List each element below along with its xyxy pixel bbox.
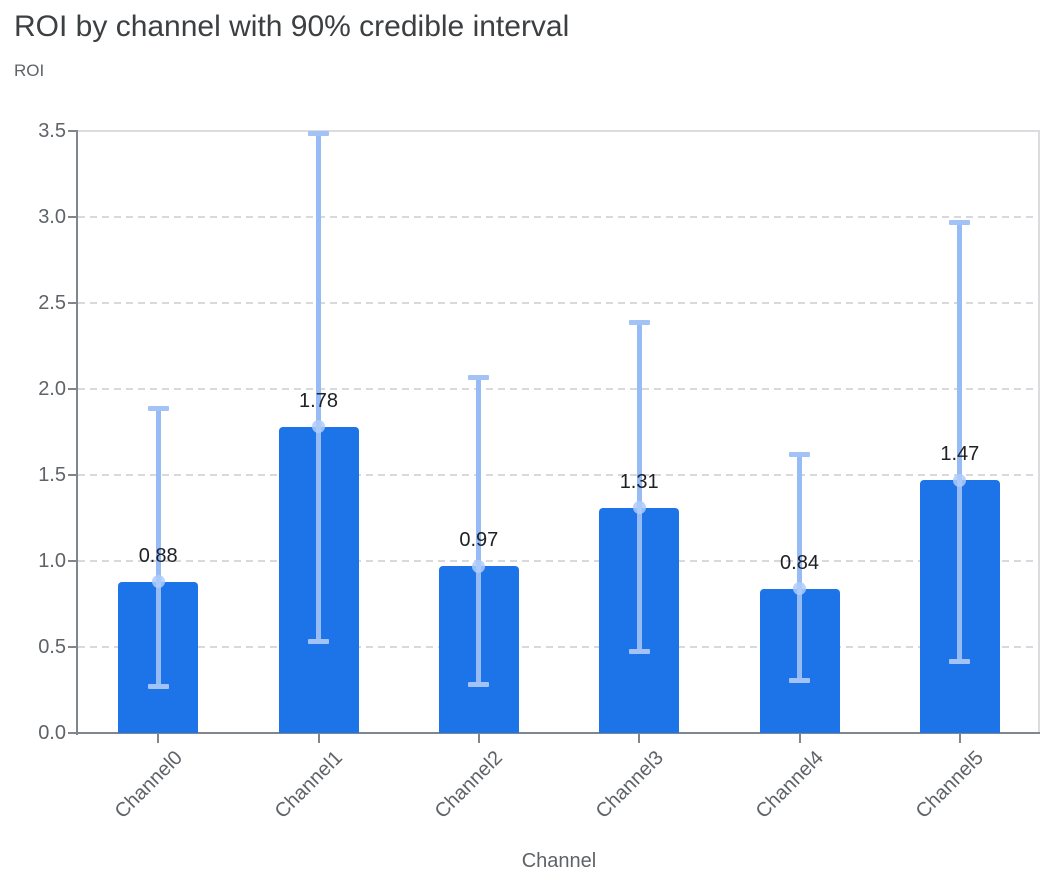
plot-border-top <box>78 130 1040 132</box>
point-estimate-marker <box>632 501 646 515</box>
point-estimate-marker <box>953 473 967 487</box>
error-bar-cap-bottom <box>147 683 169 689</box>
bar-value-label: 0.88 <box>138 544 178 567</box>
bar-value-label: 0.84 <box>780 551 819 574</box>
bar-value-label: 1.47 <box>940 443 980 466</box>
error-bar-line <box>957 222 963 663</box>
x-axis-tick-label: Channel5 <box>912 746 989 823</box>
x-axis-tick-label: Channel4 <box>751 746 828 823</box>
error-bar-cap-bottom <box>789 678 810 684</box>
x-axis-title: Channel <box>521 850 597 872</box>
gridline <box>78 216 1040 218</box>
y-axis-tick <box>68 732 76 734</box>
error-bar-cap-top <box>628 319 650 325</box>
point-estimate-marker <box>151 575 165 589</box>
y-axis-tick-label: 1.5 <box>38 464 66 486</box>
y-axis-tick-label: 0.5 <box>38 636 66 658</box>
x-axis-tick <box>958 734 961 743</box>
gridline <box>78 646 1040 648</box>
y-axis-tick-label: 2.5 <box>38 292 66 314</box>
y-axis-tick-label: 1.0 <box>38 550 66 572</box>
error-bar-cap-bottom <box>468 681 490 687</box>
point-estimate-marker <box>312 420 325 434</box>
point-estimate-marker <box>472 559 486 573</box>
x-axis-tick-label: Channel3 <box>591 746 668 823</box>
y-axis-tick-label: 3.5 <box>38 120 66 142</box>
gridline <box>78 302 1040 304</box>
error-bar-cap-top <box>949 220 971 226</box>
error-bar-line <box>476 376 482 685</box>
y-axis-title: ROI <box>14 61 45 80</box>
point-estimate-marker <box>793 582 806 596</box>
bar-value-label: 1.31 <box>619 470 659 493</box>
x-axis-tick <box>477 734 480 743</box>
y-axis-tick <box>68 560 76 562</box>
error-bar-line <box>316 132 321 642</box>
x-axis-line <box>76 732 1040 734</box>
x-axis-tick-label: Channel1 <box>270 746 347 823</box>
x-axis-tick-label: Channel0 <box>110 746 187 823</box>
error-bar-cap-bottom <box>949 659 971 665</box>
gridline <box>78 474 1040 476</box>
error-bar-cap-top <box>147 405 169 411</box>
x-axis-tick <box>317 734 320 743</box>
y-axis-line <box>76 130 78 735</box>
bar-value-label: 1.78 <box>299 389 338 412</box>
error-bar-cap-bottom <box>628 649 650 655</box>
y-axis-tick-label: 2.0 <box>38 378 66 400</box>
bar-value-label: 0.97 <box>459 529 499 552</box>
error-bar-cap-top <box>308 130 329 136</box>
error-bar-cap-bottom <box>308 638 329 644</box>
chart-title: ROI by channel with 90% credible interva… <box>14 10 570 43</box>
y-axis-tick-label: 0.0 <box>38 722 66 744</box>
x-axis-tick-label: Channel2 <box>431 746 508 823</box>
plot-border-right <box>1038 130 1040 734</box>
y-axis-tick <box>68 474 76 476</box>
x-axis-tick <box>638 734 641 743</box>
gridline <box>78 388 1040 390</box>
error-bar-line <box>636 321 642 653</box>
y-axis-tick <box>68 216 76 218</box>
error-bar-cap-top <box>468 374 490 380</box>
error-bar-cap-top <box>789 452 810 458</box>
y-axis-tick <box>68 646 76 648</box>
y-axis-tick <box>68 130 76 132</box>
error-bar-line <box>155 407 161 687</box>
x-axis-tick <box>157 734 160 743</box>
error-bar-line <box>797 454 802 682</box>
y-axis-tick <box>68 388 76 390</box>
x-axis-tick <box>798 734 801 743</box>
y-axis-tick-label: 3.0 <box>38 206 66 228</box>
gridline <box>78 560 1040 562</box>
y-axis-tick <box>68 302 76 304</box>
